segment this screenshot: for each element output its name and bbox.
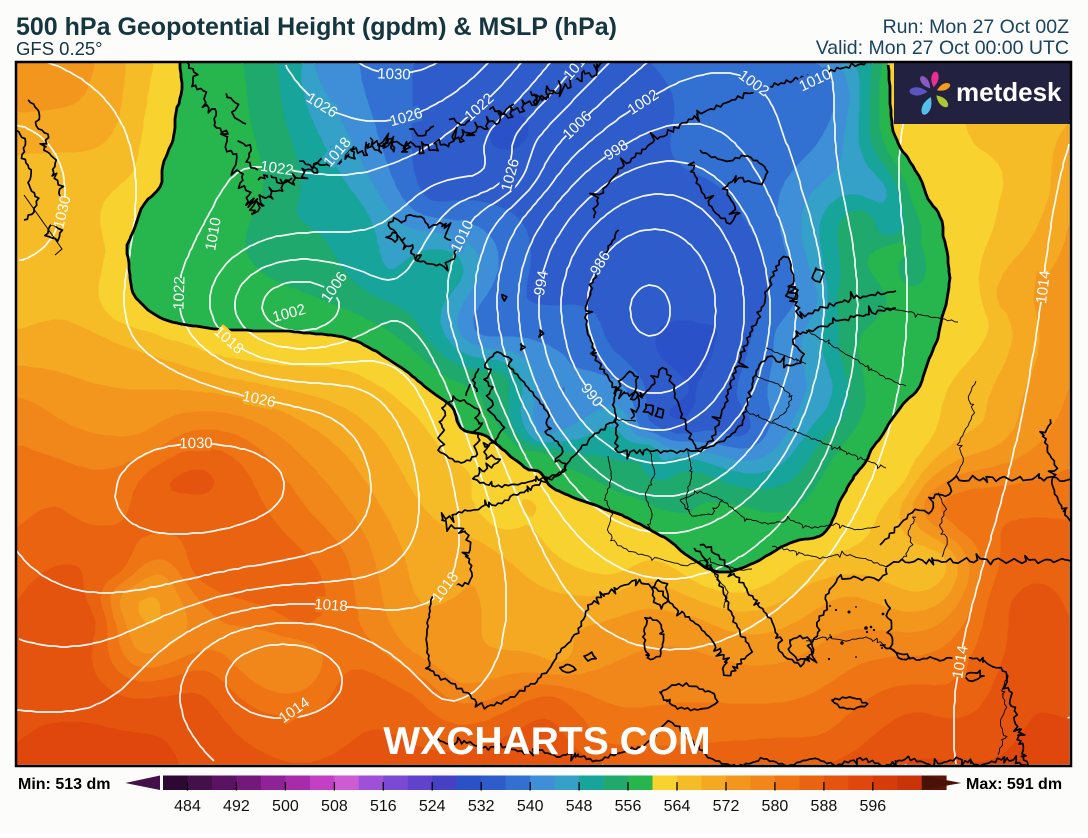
svg-text:564: 564 [664,798,691,815]
svg-text:1014: 1014 [949,644,972,680]
svg-text:516: 516 [370,798,397,815]
svg-text:1010: 1010 [202,216,225,252]
svg-text:1022: 1022 [170,276,188,310]
svg-text:500: 500 [272,798,299,815]
svg-text:588: 588 [811,798,838,815]
svg-text:508: 508 [321,798,348,815]
svg-text:556: 556 [615,798,642,815]
svg-text:1022: 1022 [259,158,294,179]
svg-text:548: 548 [566,798,593,815]
svg-text:1030: 1030 [377,65,411,83]
svg-text:Run: Mon 27 Oct 00Z: Run: Mon 27 Oct 00Z [883,16,1070,38]
svg-text:metdesk: metdesk [956,77,1062,107]
svg-text:Min: 513 dm: Min: 513 dm [18,776,110,793]
svg-text:1018: 1018 [314,596,348,615]
svg-text:500 hPa Geopotential Height (g: 500 hPa Geopotential Height (gpdm) & MSL… [16,13,617,41]
svg-text:540: 540 [517,798,544,815]
svg-text:1014: 1014 [1033,269,1054,304]
svg-text:524: 524 [419,798,446,815]
svg-text:484: 484 [174,798,201,815]
svg-text:GFS 0.25°: GFS 0.25° [16,38,103,59]
svg-text:1026: 1026 [241,388,277,412]
svg-text:580: 580 [762,798,789,815]
svg-text:572: 572 [713,798,740,815]
svg-text:596: 596 [859,798,886,815]
svg-text:492: 492 [223,798,250,815]
svg-text:Valid: Mon 27 Oct 00:00 UTC: Valid: Mon 27 Oct 00:00 UTC [816,37,1069,59]
svg-text:994: 994 [531,269,552,297]
svg-text:WXCHARTS.COM: WXCHARTS.COM [383,720,710,763]
svg-text:1030: 1030 [179,435,213,453]
svg-text:Max: 591 dm: Max: 591 dm [966,776,1062,793]
svg-text:532: 532 [468,798,495,815]
